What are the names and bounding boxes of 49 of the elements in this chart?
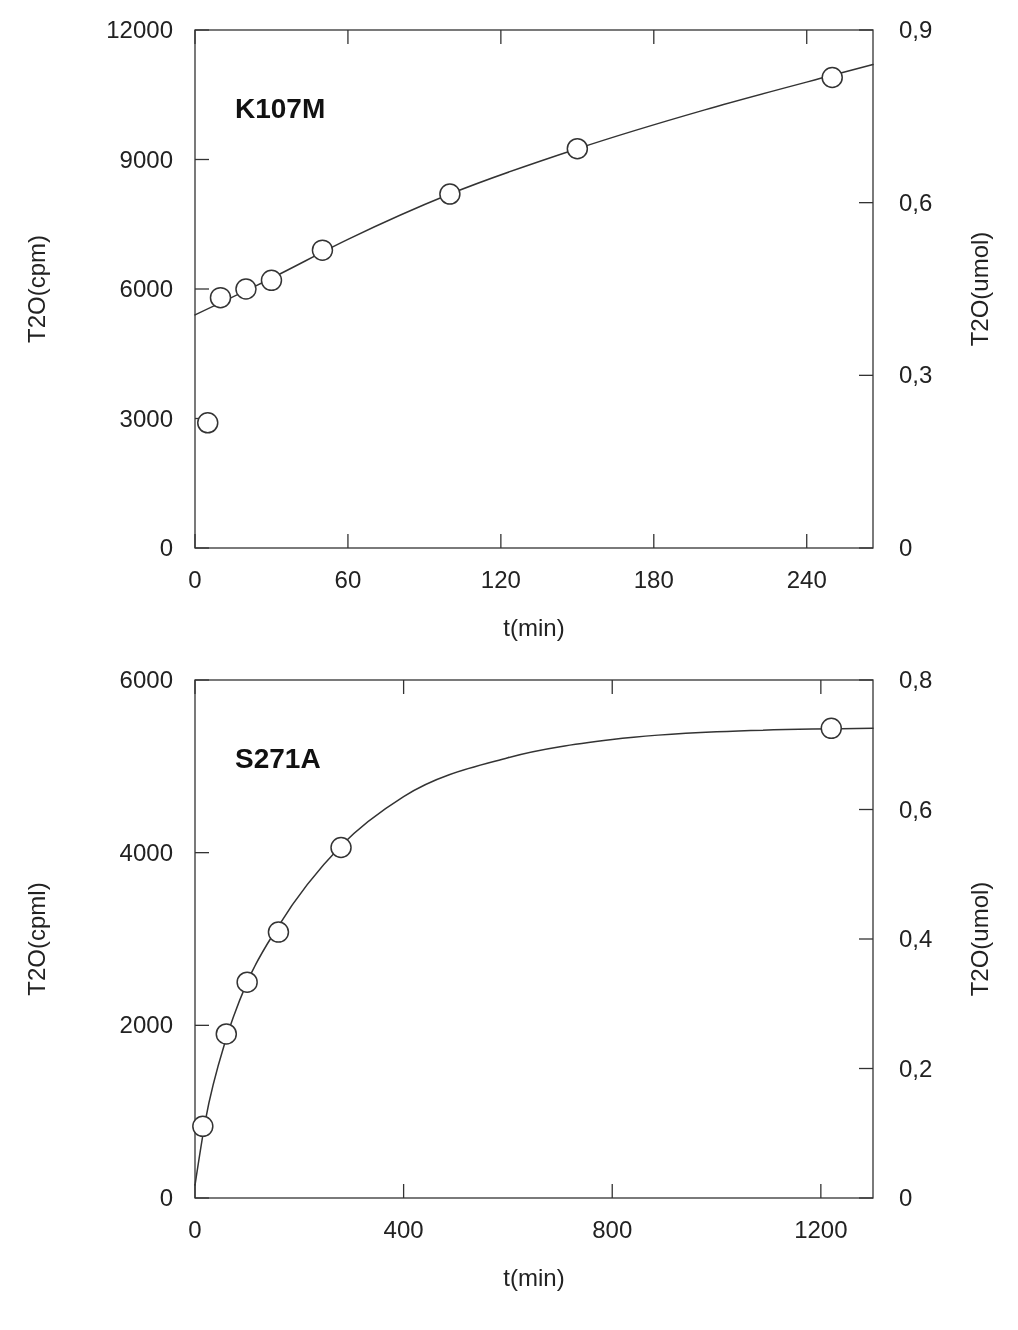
y2-tick-label: 0,3 bbox=[899, 361, 933, 389]
annotation: S271A bbox=[235, 743, 321, 774]
y-axis-title: T2O(cpm) bbox=[23, 235, 50, 343]
x-tick-label: 240 bbox=[786, 566, 827, 593]
point bbox=[439, 183, 461, 205]
point bbox=[215, 1023, 238, 1045]
x-tick-label: 0 bbox=[188, 566, 202, 593]
y2-tick-label: 0,6 bbox=[899, 188, 933, 216]
point bbox=[196, 412, 219, 434]
x-axis-title: t(min) bbox=[503, 1264, 565, 1291]
y2-tick-label: 0,4 bbox=[899, 925, 933, 952]
point bbox=[236, 971, 258, 993]
y2-axis-title: T2O(umol) bbox=[966, 231, 993, 347]
y2-tick-label: 0,8 bbox=[899, 666, 933, 693]
point bbox=[566, 137, 589, 160]
y-tick-label: 4000 bbox=[119, 838, 173, 866]
x-tick-label: 800 bbox=[592, 1216, 633, 1243]
y-axis-title: T2O(cpml) bbox=[23, 882, 50, 996]
x-tick-label: 400 bbox=[383, 1216, 424, 1243]
y2-tick-label: 0 bbox=[899, 534, 913, 561]
y-tick-label: 0 bbox=[159, 534, 173, 561]
y-tick-label: 3000 bbox=[119, 404, 173, 432]
x-axis-title: t(min) bbox=[503, 614, 565, 641]
y-tick-label: 9000 bbox=[119, 145, 173, 173]
y2-tick-label: 0,6 bbox=[899, 795, 933, 823]
y-tick-label: 6000 bbox=[119, 275, 173, 302]
x-tick-label: 1200 bbox=[794, 1216, 848, 1243]
y2-tick-label: 0 bbox=[899, 1184, 913, 1211]
y-tick-label: 12000 bbox=[106, 16, 173, 43]
y-tick-label: 2000 bbox=[119, 1011, 173, 1039]
y-tick-label: 6000 bbox=[119, 666, 173, 693]
y2-tick-label: 0,2 bbox=[899, 1054, 933, 1082]
annotation: K107M bbox=[235, 93, 326, 124]
x-tick-label: 0 bbox=[188, 1216, 202, 1243]
point bbox=[311, 239, 334, 261]
y2-axis-title: T2O(umol) bbox=[966, 881, 993, 997]
point bbox=[235, 278, 257, 300]
point bbox=[821, 66, 843, 89]
point bbox=[260, 269, 283, 292]
point bbox=[209, 286, 232, 309]
point bbox=[267, 921, 290, 943]
x-tick-label: 180 bbox=[633, 566, 674, 593]
point bbox=[820, 717, 843, 740]
x-tick-label: 120 bbox=[480, 566, 521, 593]
x-tick-label: 60 bbox=[334, 566, 362, 593]
y2-tick-label: 0,9 bbox=[899, 16, 933, 43]
point bbox=[192, 1115, 214, 1138]
y-tick-label: 0 bbox=[159, 1184, 173, 1211]
point bbox=[330, 836, 352, 859]
